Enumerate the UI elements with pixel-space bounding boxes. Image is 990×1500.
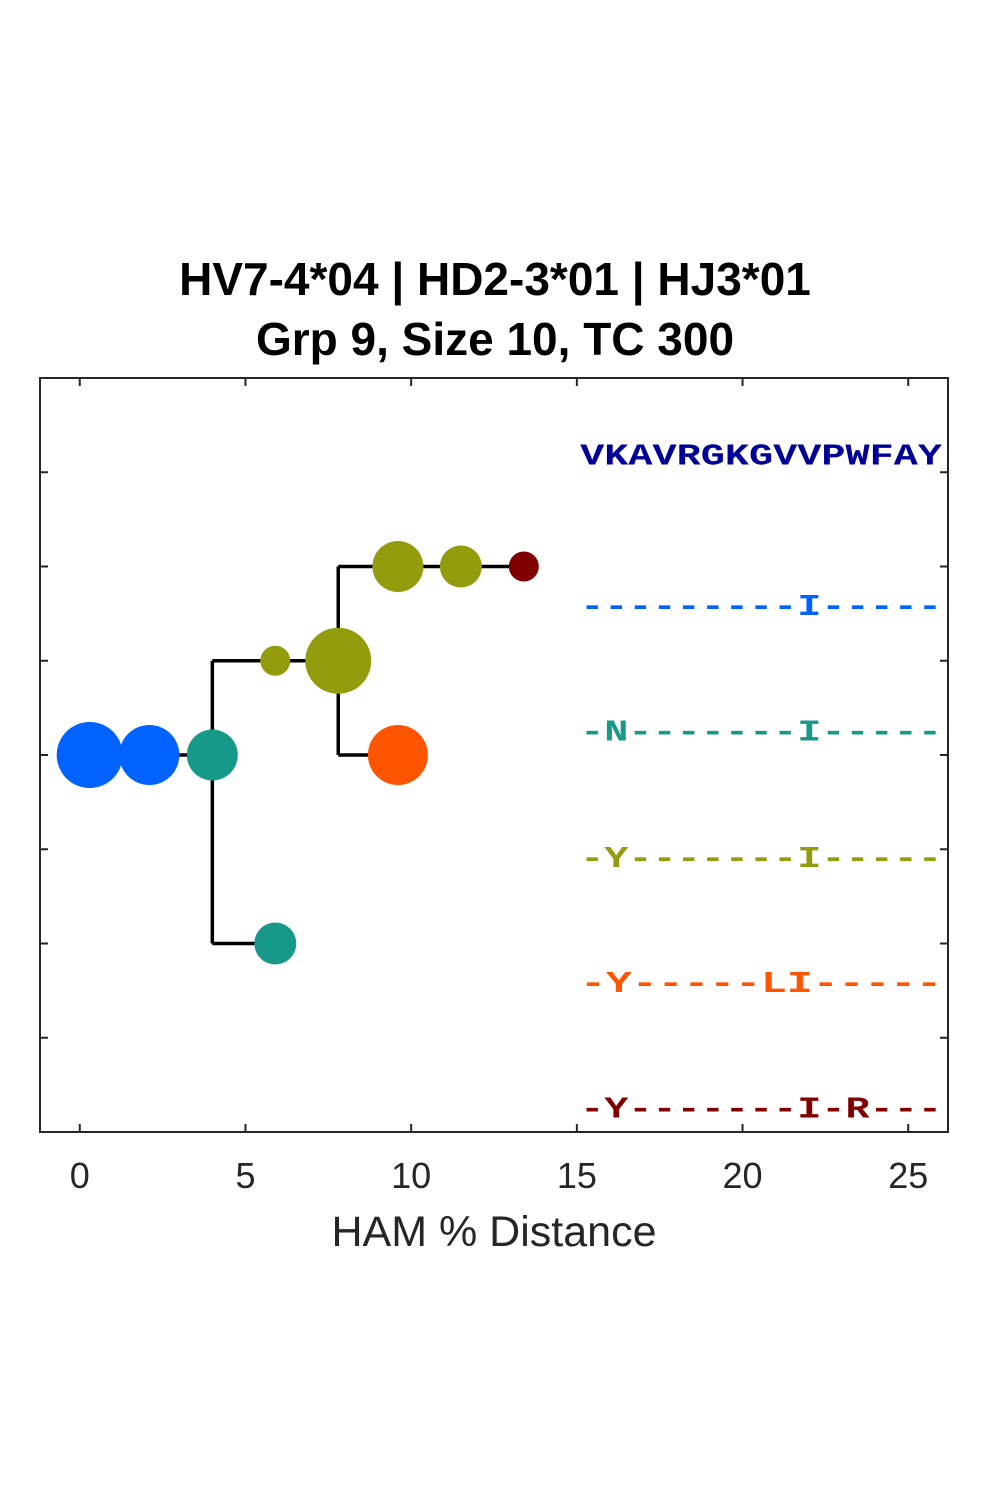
tree-node [305, 627, 372, 694]
tree-node [508, 551, 539, 582]
tree-node [260, 645, 291, 676]
tree-node [56, 722, 123, 788]
tree-node [254, 922, 297, 965]
sequence-label: -Y-------I----- [580, 842, 942, 877]
x-tick-label: 25 [888, 1155, 928, 1196]
axis-ticks: 0 5 10 15 20 25 [40, 378, 948, 1196]
sequence-label: -Y-------I-R--- [580, 1093, 942, 1128]
x-tick-label: 10 [391, 1155, 431, 1196]
tree-node [372, 541, 424, 592]
sequence-label: ---------I----- [580, 590, 942, 625]
tree-node [119, 725, 180, 785]
sequence-labels: VKAVRGKGVVPWFAY ---------I----- -N-------I… [580, 439, 942, 1127]
x-tick-label: 15 [557, 1155, 597, 1196]
tree-node [439, 545, 482, 588]
sequence-label: -Y-----LI----- [580, 967, 942, 1002]
tree-node [186, 729, 238, 781]
x-tick-label: 20 [723, 1155, 763, 1196]
x-axis-label: HAM % Distance [332, 1208, 657, 1256]
sequence-label: VKAVRGKGVVPWFAY [580, 439, 942, 474]
chart-title: HV7-4*04 | HD2-3*01 | HJ3*01 [179, 253, 811, 305]
x-tick-label: 0 [70, 1155, 90, 1196]
tree-nodes [56, 541, 539, 965]
chart-subtitle: Grp 9, Size 10, TC 300 [255, 313, 735, 365]
sequence-label: -N-------I----- [580, 716, 942, 751]
tree-node [367, 725, 428, 785]
x-tick-label: 5 [235, 1155, 255, 1196]
